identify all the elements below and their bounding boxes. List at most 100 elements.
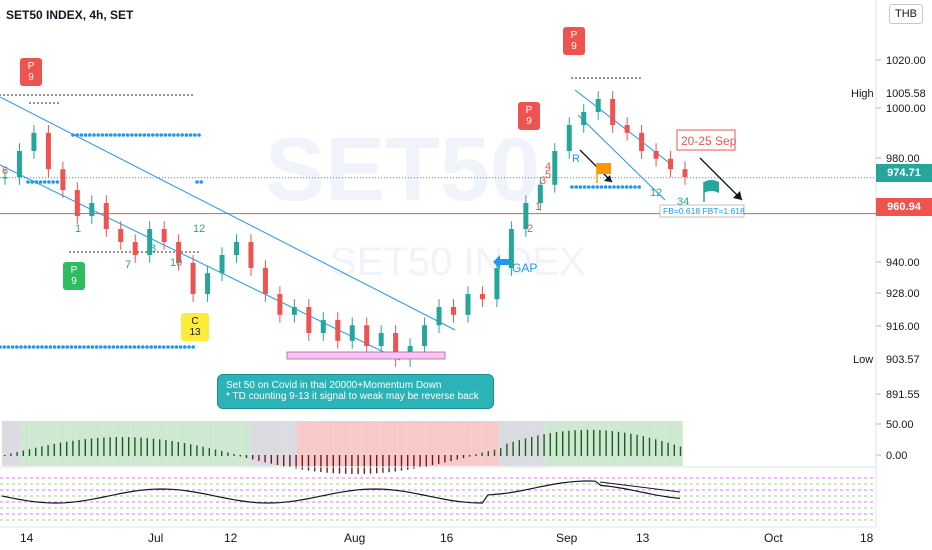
momentum-bg-bar [38,421,48,466]
momentum-bar [487,451,489,456]
td-support-dots [181,251,183,253]
td-blue-dots [157,345,162,349]
momentum-bar [611,431,613,456]
td-blue-dots [125,133,130,137]
candle-body [176,242,182,263]
momentum-bar [171,440,173,456]
td-blue-dots [136,345,141,349]
td-blue-dots [109,133,113,137]
momentum-bar [407,455,409,470]
momentum-bg-bar [186,421,196,466]
td-blue-dots [88,133,92,137]
td-resistance-dots [131,94,133,96]
td-support-dots [101,251,103,253]
momentum-bar [47,445,49,456]
td-blue-dots [608,185,612,189]
momentum-bg-bar [462,421,472,466]
td-resistance-dots [63,94,65,96]
td-blue-dots [637,185,641,189]
td-resistance-dots [587,77,589,79]
td-resistance-dots [571,77,573,79]
candle-body [161,229,167,243]
td-blue-dots [65,345,69,349]
momentum-bar [221,450,223,456]
td-support-dots [161,251,163,253]
candle-body [537,184,543,204]
time-tick-label: 12 [224,531,238,545]
td-blue-dots [94,345,99,349]
currency-badge[interactable]: THB [889,4,923,24]
momentum-bar [351,455,353,474]
high-label: High [851,88,874,100]
td-blue-dots [79,133,84,137]
candle-body [610,99,616,126]
td-support-dots [193,251,195,253]
momentum-bar [431,455,434,466]
orange-flag-icon [597,163,611,174]
td-blue-dots [587,185,591,189]
momentum-bar [580,429,582,456]
momentum-bar [450,455,452,462]
momentum-bg-bar [636,421,646,466]
td-resistance-dots [7,94,9,96]
td-blue-dots [195,180,199,184]
momentum-bar [400,455,403,471]
td-support-dots [69,251,71,253]
td-blue-dots [86,345,90,349]
momentum-bg-bar [278,421,288,466]
td-resistance-dots [19,94,21,96]
chart-symbol-title: SET50 INDEX, 4h, SET [6,8,134,22]
momentum-bar [165,440,167,456]
momentum-bar [667,442,669,456]
td-resistance-dots [627,77,629,79]
momentum-bar [177,441,179,456]
td-blue-dots [599,185,604,189]
td-blue-dots [134,133,138,137]
td-blue-dots [23,345,28,349]
momentum-bg-bar [20,421,30,466]
candle-body [595,99,601,113]
td-count-number: R [572,153,580,165]
td-blue-dots [36,345,40,349]
td-blue-dots [138,133,142,137]
td-blue-dots [99,345,103,349]
td-support-dots [145,251,147,253]
time-tick-label: Aug [344,531,365,545]
momentum-bar [28,449,31,456]
td-blue-dots [151,133,155,137]
candle-body [479,294,485,300]
td-blue-dots [174,345,179,349]
td-blue-dots [111,345,116,349]
momentum-bar [481,452,483,456]
td-blue-dots [629,185,633,189]
candle-body [523,203,529,230]
momentum-bar [152,438,155,456]
momentum-bar [233,453,235,456]
candle-body [508,229,514,269]
momentum-bg-bar [195,421,205,466]
td-blue-dots [191,345,195,349]
td-resistance-dots [611,77,613,79]
td-resistance-dots [0,94,1,96]
td-resistance-dots [175,94,177,96]
candle-body [581,112,587,126]
td-blue-dots [57,345,61,349]
candle-body [291,307,297,315]
td-blue-dots [2,345,6,349]
td-resistance-dots [29,102,31,104]
td-resistance-dots [599,77,601,79]
current-price-pill: 974.71 [876,164,932,182]
candle-body [31,132,37,152]
td-blue-dots [570,185,574,189]
momentum-bar [134,437,136,456]
momentum-bar [555,432,558,456]
td-resistance-dots [51,94,53,96]
candle-body [320,320,326,334]
price-tick-label: 0.00 [886,450,907,462]
candle-body [306,307,312,334]
td-blue-dots [130,133,134,137]
td-blue-dots [142,133,147,137]
td-support-dots [125,251,127,253]
note-line-1: Set 50 on Covid in thai 20000+Momentum D… [226,380,442,391]
